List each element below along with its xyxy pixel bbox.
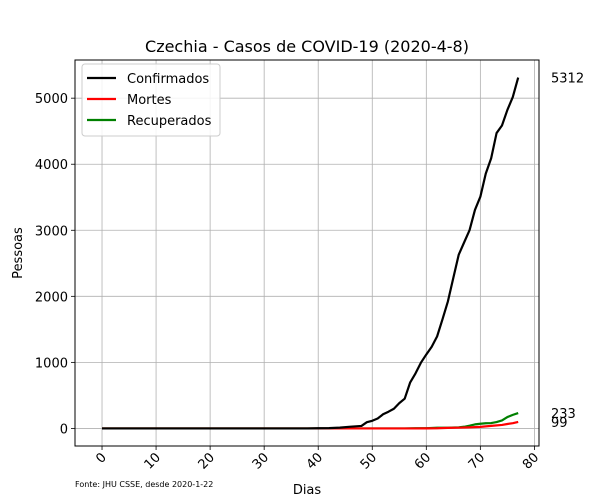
x-tick-label: 70 bbox=[466, 450, 488, 472]
source-note: Fonte: JHU CSSE, desde 2020-1-22 bbox=[75, 480, 213, 489]
x-tick-label: 50 bbox=[358, 450, 380, 472]
series-line-recuperados bbox=[102, 411, 519, 430]
x-tick-label: 10 bbox=[142, 450, 164, 472]
x-tick-label: 30 bbox=[250, 450, 272, 472]
legend-label-recuperados: Recuperados bbox=[127, 114, 212, 129]
y-tick-label: 4000 bbox=[35, 158, 68, 173]
series-line-mortes bbox=[102, 420, 519, 430]
chart-title: Czechia - Casos de COVID-19 (2020-4-8) bbox=[145, 37, 469, 56]
plot-frame bbox=[74, 59, 540, 447]
legend: Confirmados Mortes Recuperados bbox=[81, 63, 221, 137]
axis-ticks: 0 10 20 30 40 50 60 70 80 0 1000 2000 3000 4000 5000 bbox=[35, 92, 542, 472]
legend-box bbox=[81, 63, 221, 137]
y-tick-label: 2000 bbox=[35, 290, 68, 305]
y-tick-label: 1000 bbox=[35, 356, 68, 371]
grid bbox=[75, 60, 539, 446]
series-line-confirmados bbox=[102, 77, 520, 430]
end-label-mortes: 99 bbox=[551, 416, 568, 431]
y-tick-label: 3000 bbox=[35, 224, 68, 239]
x-axis-label: Dias bbox=[293, 483, 322, 498]
y-tick-label: 5000 bbox=[35, 92, 68, 107]
x-tick-label: 60 bbox=[412, 450, 434, 472]
x-tick-label: 40 bbox=[304, 450, 326, 472]
end-label-confirmados: 5312 bbox=[551, 72, 584, 87]
x-tick-label: 0 bbox=[93, 450, 109, 466]
series-lines bbox=[102, 77, 520, 430]
x-tick-label: 20 bbox=[196, 450, 218, 472]
legend-label-mortes: Mortes bbox=[127, 93, 172, 108]
y-axis-label: Pessoas bbox=[11, 227, 26, 279]
x-tick-label: 80 bbox=[520, 450, 542, 472]
end-label-recuperados: 233 bbox=[551, 407, 576, 422]
legend-label-confirmados: Confirmados bbox=[127, 72, 209, 87]
y-tick-label: 0 bbox=[60, 422, 68, 437]
